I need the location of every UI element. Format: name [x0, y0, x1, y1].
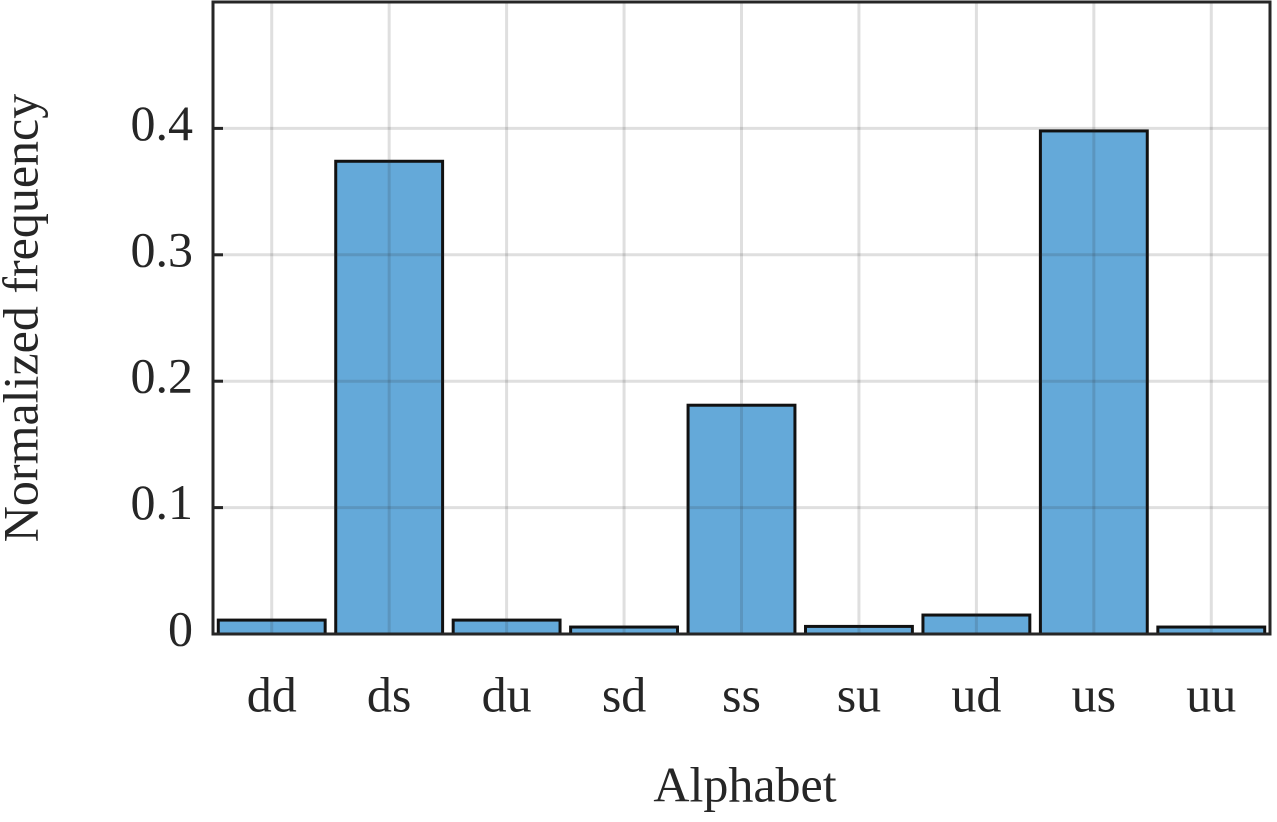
y-tick-label: 0.1 [131, 474, 194, 530]
x-tick-label: uu [1186, 666, 1236, 722]
bar [1038, 129, 1149, 636]
x-tick-label: sd [602, 666, 646, 722]
x-tick-label: us [1072, 666, 1116, 722]
x-tick-label: su [837, 666, 881, 722]
y-tick-label: 0.3 [131, 221, 194, 277]
x-tick-label: ds [367, 666, 411, 722]
x-axis-label: Alphabet [653, 756, 836, 812]
y-tick-label: 0.4 [131, 95, 194, 151]
x-tick-label: ud [951, 666, 1001, 722]
x-tick-label: du [482, 666, 532, 722]
plot-frame [211, 0, 1272, 636]
bar [686, 403, 797, 636]
y-tick-label: 0.2 [131, 348, 194, 404]
y-tick-label: 0 [168, 600, 193, 656]
bar [334, 159, 445, 636]
x-tick-label: ss [722, 666, 761, 722]
y-axis-label: Normalized frequency [0, 94, 48, 542]
x-tick-label: dd [247, 666, 297, 722]
